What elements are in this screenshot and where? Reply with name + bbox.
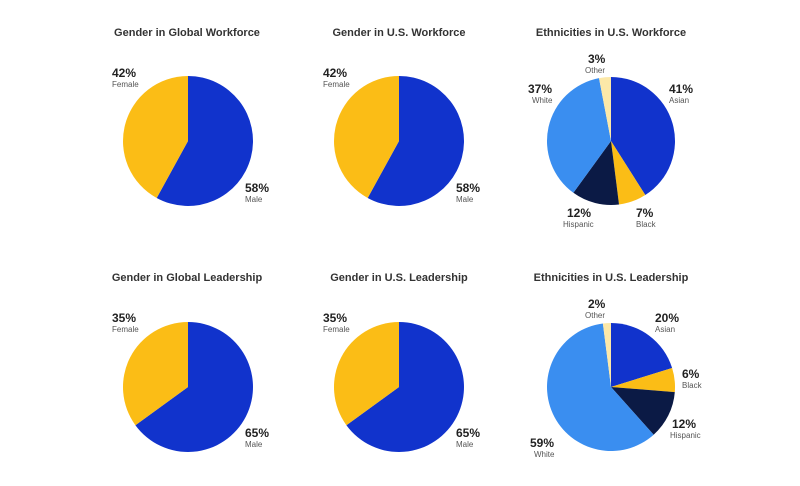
label-value-male: 65% — [245, 426, 270, 440]
chart-title-us-leadership: Gender in U.S. Leadership — [330, 272, 468, 284]
label-category-hispanic: Hispanic — [563, 220, 594, 229]
pie-slice-female — [333, 322, 399, 426]
chart-title-global-leadership: Gender in Global Leadership — [111, 272, 263, 284]
chart-title-us-workforce: Gender in U.S. Workforce — [332, 27, 466, 39]
pie-slice-other — [599, 77, 611, 141]
label-value-male: 58% — [456, 181, 481, 195]
pie-slice-male — [135, 322, 253, 453]
pie-slice-other — [602, 323, 611, 387]
label-value-black: 6% — [682, 367, 700, 381]
pie-slice-asian — [611, 77, 676, 196]
chart-title-ethnicities-workforce: Ethnicities in U.S. Workforce — [535, 27, 687, 39]
label-category-other: Other — [585, 66, 606, 75]
label-value-asian: 41% — [669, 82, 694, 96]
label-value-male: 58% — [245, 181, 270, 195]
label-value-other: 3% — [588, 52, 606, 66]
label-category-asian: Asian — [669, 96, 690, 105]
label-category-male: Male — [456, 440, 474, 449]
label-value-other: 2% — [588, 297, 606, 311]
label-category-other: Other — [585, 311, 606, 320]
label-value-female: 35% — [323, 311, 348, 325]
label-category-black: Black — [682, 381, 702, 390]
pie-slice-male — [346, 322, 464, 453]
label-value-white: 59% — [530, 436, 555, 450]
label-category-white: White — [532, 96, 553, 105]
label-category-male: Male — [456, 195, 474, 204]
pie-slice-asian — [611, 323, 673, 387]
pie-slice-hispanic — [611, 387, 675, 435]
pie-slice-white — [546, 78, 611, 193]
pie-slice-black — [611, 141, 646, 205]
pie-slice-female — [122, 322, 188, 426]
label-value-white: 37% — [528, 82, 553, 96]
label-value-female: 42% — [323, 66, 348, 80]
pie-slice-female — [123, 76, 188, 198]
pie-slice-black — [611, 368, 675, 393]
label-category-black: Black — [636, 220, 656, 229]
label-category-female: Female — [323, 80, 350, 89]
label-value-female: 42% — [112, 66, 137, 80]
label-value-asian: 20% — [655, 311, 680, 325]
label-category-female: Female — [323, 325, 350, 334]
chart-title-global-workforce: Gender in Global Workforce — [114, 27, 260, 39]
label-category-hispanic: Hispanic — [670, 431, 701, 440]
pie-slice-female — [334, 76, 399, 198]
pie-slice-hispanic — [573, 141, 620, 206]
pie-slice-male — [367, 76, 465, 206]
chart-title-ethnicities-leadership: Ethnicities in U.S. Leadership — [533, 272, 689, 284]
label-category-female: Female — [112, 80, 139, 89]
label-value-female: 35% — [112, 311, 137, 325]
label-category-white: White — [534, 450, 555, 459]
label-category-male: Male — [245, 440, 263, 449]
label-value-male: 65% — [456, 426, 481, 440]
label-category-female: Female — [112, 325, 139, 334]
label-category-male: Male — [245, 195, 263, 204]
pie-slice-white — [547, 323, 654, 451]
label-value-hispanic: 12% — [567, 206, 592, 220]
label-category-asian: Asian — [655, 325, 676, 334]
label-value-black: 7% — [636, 206, 654, 220]
label-value-hispanic: 12% — [672, 417, 697, 431]
pie-slice-male — [156, 76, 254, 206]
